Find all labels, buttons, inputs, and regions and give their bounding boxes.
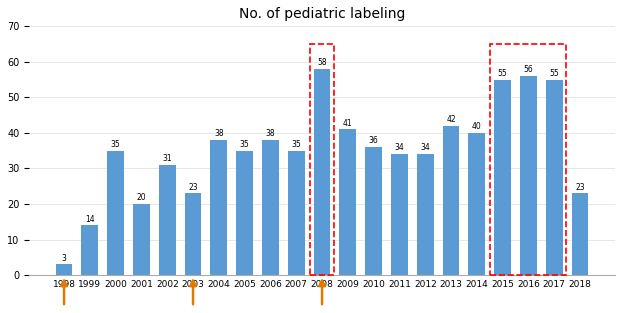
- Text: 35: 35: [291, 140, 301, 149]
- Text: 20: 20: [137, 193, 146, 202]
- Text: 38: 38: [214, 129, 224, 138]
- Bar: [159, 165, 175, 275]
- Text: 41: 41: [343, 119, 353, 128]
- Text: 34: 34: [420, 143, 430, 152]
- Bar: [56, 264, 72, 275]
- Title: No. of pediatric labeling: No. of pediatric labeling: [239, 7, 406, 21]
- Text: 40: 40: [472, 122, 481, 131]
- Bar: [391, 154, 408, 275]
- Text: 23: 23: [575, 182, 585, 192]
- Text: 58: 58: [317, 58, 327, 67]
- Text: 55: 55: [549, 69, 559, 78]
- Text: 23: 23: [188, 182, 198, 192]
- Bar: [185, 193, 202, 275]
- Bar: [546, 80, 563, 275]
- Text: 3: 3: [62, 254, 67, 263]
- Bar: [340, 129, 356, 275]
- Bar: [133, 204, 150, 275]
- Text: 38: 38: [266, 129, 276, 138]
- Text: 36: 36: [369, 136, 379, 145]
- Bar: [572, 193, 588, 275]
- Bar: [107, 151, 124, 275]
- Bar: [262, 140, 279, 275]
- Text: 35: 35: [111, 140, 121, 149]
- Bar: [520, 76, 537, 275]
- Text: 34: 34: [394, 143, 404, 152]
- Text: 55: 55: [498, 69, 508, 78]
- Bar: [468, 133, 485, 275]
- Bar: [494, 80, 511, 275]
- Text: 42: 42: [446, 115, 456, 124]
- Text: 14: 14: [85, 214, 95, 223]
- Bar: [288, 151, 305, 275]
- Bar: [210, 140, 227, 275]
- Bar: [236, 151, 253, 275]
- Bar: [490, 44, 567, 275]
- Bar: [417, 154, 434, 275]
- Bar: [365, 147, 382, 275]
- Text: 56: 56: [524, 65, 533, 74]
- Text: 31: 31: [162, 154, 172, 163]
- Bar: [310, 44, 334, 275]
- Bar: [81, 225, 98, 275]
- Bar: [443, 126, 460, 275]
- Text: 35: 35: [239, 140, 249, 149]
- Bar: [313, 69, 330, 275]
